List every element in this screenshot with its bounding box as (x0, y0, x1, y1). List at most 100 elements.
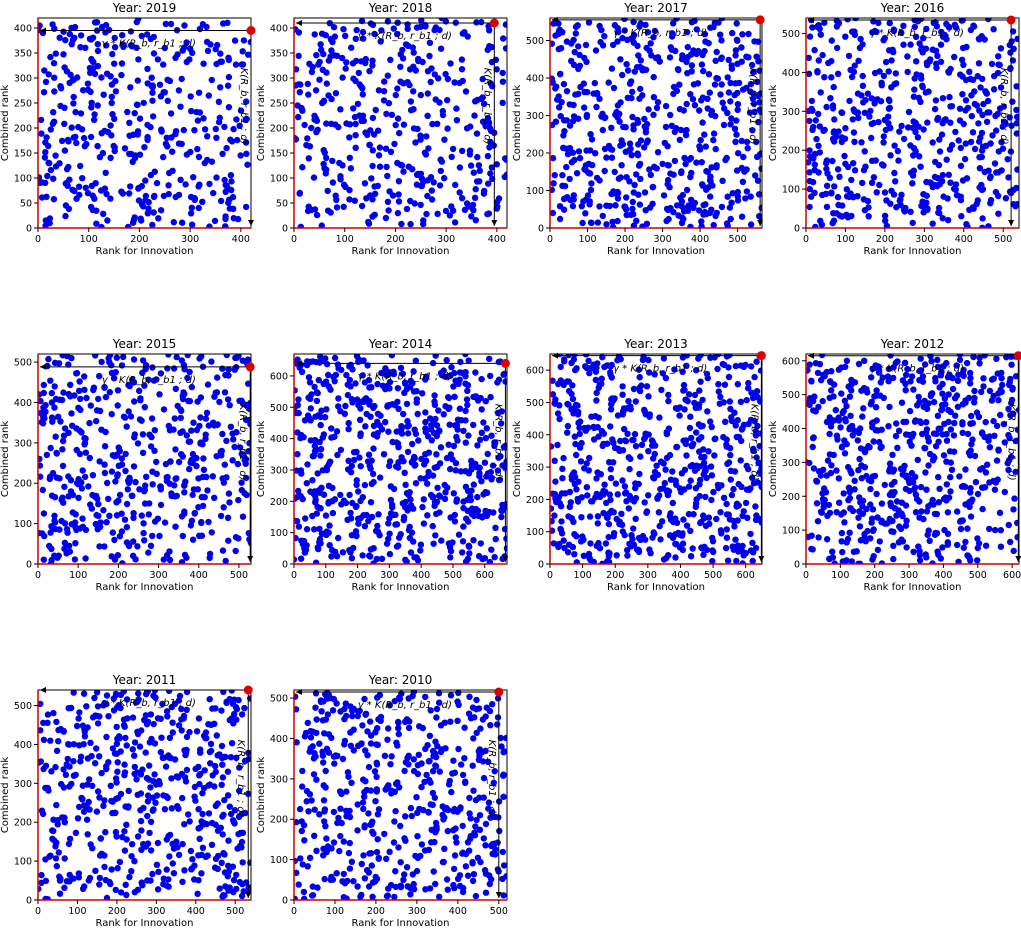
scatter-point (119, 362, 125, 368)
scatter-point (828, 387, 834, 393)
scatter-point (868, 519, 874, 525)
scatter-point (176, 852, 182, 858)
scatter-point (626, 505, 632, 511)
scatter-point (463, 88, 469, 94)
scatter-point (827, 175, 833, 181)
scatter-point (348, 165, 354, 171)
scatter-point (240, 514, 246, 520)
x-tick-label: 0 (35, 570, 41, 581)
scatter-point (389, 112, 395, 118)
scatter-point (144, 66, 150, 72)
scatter-point (385, 73, 391, 79)
scatter-point (718, 482, 724, 488)
scatter-point (577, 84, 583, 90)
scatter-point (647, 550, 653, 556)
scatter-point (661, 355, 667, 361)
scatter-point (467, 151, 473, 157)
scatter-point (65, 137, 71, 143)
scatter-point (634, 117, 640, 123)
scatter-point (854, 548, 860, 554)
highlight-point (1007, 15, 1016, 24)
scatter-point (894, 498, 900, 504)
scatter-point (309, 513, 315, 519)
scatter-point (327, 542, 333, 548)
scatter-point (453, 498, 459, 504)
scatter-point (728, 115, 734, 121)
scatter-point (885, 423, 891, 429)
scatter-point (187, 398, 193, 404)
scatter-point (197, 836, 203, 842)
scatter-point (43, 217, 49, 223)
scatter-point (900, 42, 906, 48)
scatter-point (850, 160, 856, 166)
scatter-point (409, 166, 415, 172)
scatter-point (819, 222, 825, 228)
scatter-point (171, 870, 177, 876)
scatter-point (632, 485, 638, 491)
scatter-point (815, 518, 821, 524)
scatter-point (83, 185, 89, 191)
scatter-point (61, 484, 67, 490)
scatter-point (352, 114, 358, 120)
scatter-point (426, 53, 432, 59)
scatter-point (680, 516, 686, 522)
scatter-point (138, 847, 144, 853)
scatter-point (65, 473, 71, 479)
scatter-point (712, 435, 718, 441)
scatter-point (118, 72, 124, 78)
scatter-point (859, 475, 865, 481)
scatter-point (888, 188, 894, 194)
scatter-point (396, 130, 402, 136)
scatter-point (725, 74, 731, 80)
scatter-point (941, 527, 947, 533)
scatter-point (997, 412, 1003, 418)
scatter-point (717, 91, 723, 97)
y-tick-label: 400 (526, 430, 544, 441)
scatter-point (713, 75, 719, 81)
scatter-point (294, 494, 300, 500)
scatter-point (42, 149, 48, 155)
scatter-point (349, 555, 355, 561)
scatter-point (593, 397, 599, 403)
scatter-point (462, 408, 468, 414)
scatter-point (700, 68, 706, 74)
scatter-point (849, 74, 855, 80)
scatter-point (883, 197, 889, 203)
scatter-point (412, 462, 418, 468)
y-tick-label: 200 (782, 492, 800, 503)
scatter-point (642, 408, 648, 414)
scatter-point (401, 122, 407, 128)
scatter-point (443, 18, 449, 24)
scatter-point (148, 543, 154, 549)
scatter-point (154, 180, 160, 186)
scatter-point (362, 180, 368, 186)
scatter-point (935, 552, 941, 558)
scatter-point (407, 535, 413, 541)
scatter-point (237, 830, 243, 836)
scatter-point (362, 423, 368, 429)
scatter-point (197, 414, 203, 420)
scatter-point (968, 92, 974, 98)
scatter-point (607, 491, 613, 497)
scatter-point (45, 356, 51, 362)
scatter-point (384, 541, 390, 547)
scatter-point (678, 168, 684, 174)
scatter-point (753, 512, 759, 518)
scatter-point (745, 54, 751, 60)
scatter-point (452, 219, 458, 225)
scatter-point (99, 130, 105, 136)
scatter-point (195, 504, 201, 510)
scatter-point (39, 530, 45, 536)
scatter-point (558, 527, 564, 533)
scatter-point (447, 554, 453, 560)
scatter-point (917, 557, 923, 563)
scatter-point (333, 193, 339, 199)
scatter-point (243, 151, 249, 157)
scatter-point (490, 509, 496, 515)
scatter-point (181, 127, 187, 133)
scatter-point (411, 554, 417, 560)
scatter-point (900, 377, 906, 383)
scatter-point (833, 467, 839, 473)
scatter-point (69, 41, 75, 47)
